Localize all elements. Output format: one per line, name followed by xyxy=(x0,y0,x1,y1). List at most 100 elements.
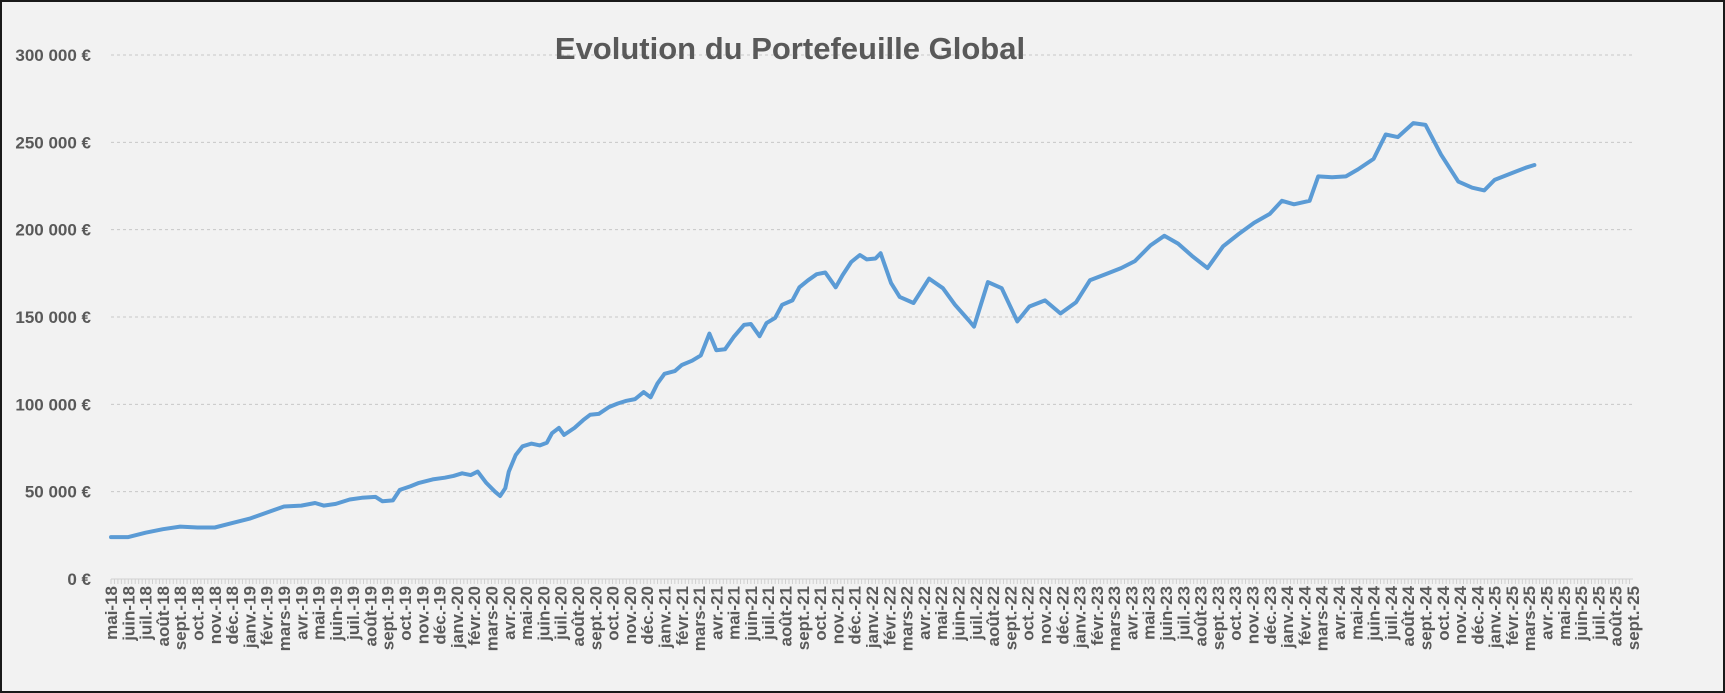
x-tick-label: nov.-19 xyxy=(413,586,432,644)
x-tick-label: mars-21 xyxy=(690,586,709,651)
x-tick-label: oct.-18 xyxy=(188,586,207,641)
x-tick-label: août-25 xyxy=(1607,586,1626,646)
x-tick-label: déc.-23 xyxy=(1261,586,1280,645)
x-tick-label: sept.-24 xyxy=(1416,585,1435,650)
x-tick-label: juil.-23 xyxy=(1174,586,1193,641)
y-axis-ticks: 0 € 50 000 € 100 000 € 150 000 € 200 000 € 25… xyxy=(15,46,91,589)
x-tick-label: mars-22 xyxy=(898,586,917,651)
x-tick-label: févr.-20 xyxy=(465,586,484,646)
x-tick-label: sept.-20 xyxy=(586,586,605,650)
y-tick-label: 200 000 € xyxy=(15,221,91,240)
x-tick-label: janv.-24 xyxy=(1278,585,1297,649)
x-tick-label: oct.-19 xyxy=(396,586,415,641)
y-tick-label: 300 000 € xyxy=(15,46,91,65)
x-tick-label: avr.-19 xyxy=(292,586,311,640)
x-tick-label: avr.-25 xyxy=(1538,586,1557,640)
x-tick-label: janv.-20 xyxy=(448,586,467,649)
x-tick-label: janv.-21 xyxy=(655,586,674,649)
x-tick-label: sept.-22 xyxy=(1001,586,1020,650)
x-tick-label: nov.-24 xyxy=(1451,585,1470,644)
x-tick-label: déc.-20 xyxy=(638,586,657,645)
x-tick-label: mai-21 xyxy=(725,586,744,640)
x-tick-label: juil.-18 xyxy=(137,586,156,641)
x-tick-label: mai-25 xyxy=(1555,586,1574,640)
x-tick-label: août-23 xyxy=(1192,586,1211,646)
x-tick-label: juil.-19 xyxy=(344,586,363,641)
x-tick-label: mars-20 xyxy=(483,586,502,651)
x-tick-label: juin-22 xyxy=(949,586,968,642)
x-tick-label: août-19 xyxy=(361,586,380,646)
x-axis-tick-labels: mai-18juin-18juil.-18août-18sept.-18oct.… xyxy=(102,585,1643,651)
y-tick-label: 150 000 € xyxy=(15,308,91,327)
series-group xyxy=(109,121,1537,540)
x-axis xyxy=(110,578,1633,584)
y-tick-label: 50 000 € xyxy=(25,483,92,502)
x-tick-label: juil.-21 xyxy=(759,586,778,641)
x-tick-label: sept.-25 xyxy=(1624,586,1643,650)
x-tick-label: nov.-20 xyxy=(621,586,640,644)
x-tick-label: janv.-23 xyxy=(1071,586,1090,649)
x-tick-label: déc.-18 xyxy=(223,586,242,645)
x-tick-label: mars-19 xyxy=(275,586,294,651)
x-tick-label: mai-19 xyxy=(310,586,329,640)
x-tick-label: sept.-18 xyxy=(171,586,190,650)
x-tick-label: août-21 xyxy=(777,586,796,646)
x-tick-label: sept.-19 xyxy=(379,586,398,650)
x-tick-label: août-24 xyxy=(1399,585,1418,646)
x-tick-label: mars-24 xyxy=(1313,585,1332,651)
x-tick-label: août-20 xyxy=(569,586,588,646)
y-tick-label: 250 000 € xyxy=(15,133,91,152)
x-tick-label: avr.-22 xyxy=(915,586,934,640)
x-tick-label: juil.-24 xyxy=(1382,585,1401,640)
x-tick-label: août-18 xyxy=(154,586,173,646)
x-tick-label: févr.-21 xyxy=(673,586,692,646)
x-tick-label: déc.-24 xyxy=(1468,585,1487,644)
y-tick-label: 0 € xyxy=(67,570,91,589)
x-tick-label: nov.-23 xyxy=(1244,586,1263,644)
x-tick-label: avr.-23 xyxy=(1122,586,1141,640)
x-tick-label: mai-20 xyxy=(517,586,536,640)
x-tick-label: sept.-21 xyxy=(794,586,813,650)
x-tick-label: févr.-19 xyxy=(258,586,277,646)
x-tick-label: déc.-22 xyxy=(1053,586,1072,645)
x-tick-label: avr.-21 xyxy=(707,586,726,640)
gridlines xyxy=(111,54,1633,493)
x-tick-label: janv.-19 xyxy=(240,586,259,649)
x-tick-label: nov.-21 xyxy=(828,586,847,644)
x-tick-label: juin-19 xyxy=(327,586,346,642)
x-tick-label: oct.-22 xyxy=(1019,586,1038,641)
x-tick-label: févr.-25 xyxy=(1503,586,1522,646)
x-tick-label: déc.-21 xyxy=(846,586,865,645)
x-tick-label: juin-25 xyxy=(1572,586,1591,642)
x-tick-label: mai-23 xyxy=(1140,586,1159,640)
x-tick-label: nov.-18 xyxy=(206,586,225,644)
y-tick-label: 100 000 € xyxy=(15,395,91,414)
x-tick-label: févr.-23 xyxy=(1088,586,1107,646)
x-tick-label: juil.-25 xyxy=(1589,586,1608,641)
x-tick-label: nov.-22 xyxy=(1036,586,1055,644)
chart-title: Evolution du Portefeuille Global xyxy=(555,31,1025,66)
x-tick-label: mars-23 xyxy=(1105,586,1124,651)
x-tick-label: oct.-20 xyxy=(604,586,623,641)
series-line xyxy=(109,121,1537,540)
x-tick-label: oct.-21 xyxy=(811,586,830,641)
x-tick-label: mai-24 xyxy=(1347,585,1366,639)
x-tick-label: juil.-22 xyxy=(967,586,986,641)
x-tick-label: mai-18 xyxy=(102,586,121,640)
x-tick-label: mars-25 xyxy=(1520,586,1539,651)
x-tick-label: févr.-24 xyxy=(1295,585,1314,645)
x-tick-label: avr.-20 xyxy=(500,586,519,640)
x-tick-label: sept.-23 xyxy=(1209,586,1228,650)
x-tick-label: août-22 xyxy=(984,586,1003,646)
x-tick-label: juin-24 xyxy=(1365,585,1384,641)
x-tick-label: févr.-22 xyxy=(880,586,899,646)
x-tick-label: juil.-20 xyxy=(552,586,571,641)
x-tick-label: juin-18 xyxy=(119,586,138,642)
x-tick-label: juin-20 xyxy=(534,586,553,642)
x-tick-label: juin-23 xyxy=(1157,586,1176,642)
x-tick-label: janv.-25 xyxy=(1486,586,1505,649)
x-tick-label: avr.-24 xyxy=(1330,585,1349,639)
x-tick-label: oct.-23 xyxy=(1226,586,1245,641)
